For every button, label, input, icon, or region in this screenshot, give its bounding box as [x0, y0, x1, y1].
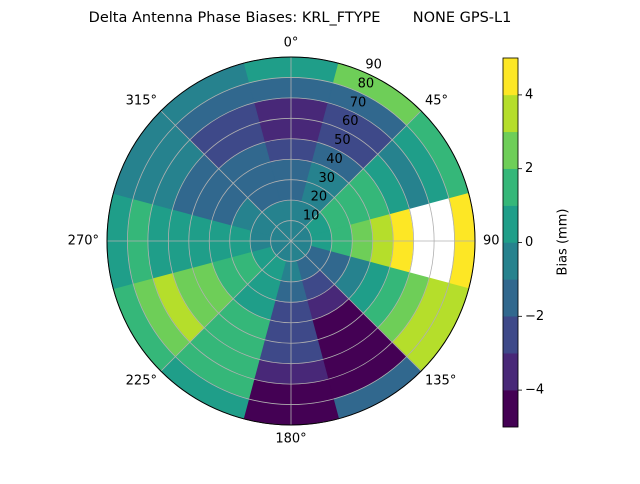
- colorbar-tick-label: −2: [525, 309, 544, 324]
- colorbar-bin: [502, 352, 519, 391]
- chart-title: Delta Antenna Phase Biases: KRL_FTYPE NO…: [89, 10, 512, 26]
- theta-tick-label: 315°: [126, 93, 157, 108]
- colorbar-label: Bias (mm): [556, 209, 571, 276]
- colorbar-bin: [502, 168, 519, 206]
- theta-tick-label: 45°: [425, 93, 448, 108]
- r-tick-label: 30: [318, 171, 335, 186]
- colorbar-tick-label: 0: [525, 235, 533, 250]
- r-tick-label: 70: [350, 95, 367, 110]
- theta-tick-label: 90: [483, 234, 500, 249]
- r-tick-label: 90: [365, 58, 382, 73]
- theta-tick-label: 0°: [284, 36, 299, 51]
- colorbar-bin: [502, 131, 519, 169]
- colorbar-bin: [502, 242, 519, 280]
- theta-grid-line: [290, 110, 422, 242]
- colorbar: −4 −2 0 2 4: [502, 57, 544, 428]
- colorbar-bin: [502, 57, 519, 96]
- theta-tick-label: 180°: [275, 432, 306, 447]
- colorbar-bin: [502, 316, 519, 354]
- axis-labels: 10 20 30 40 50 60 70 80 90 0° 45° 90 135° 180° 225° 270…: [68, 36, 500, 447]
- r-tick-label: 40: [326, 152, 343, 167]
- theta-tick-label: 270°: [68, 234, 99, 249]
- plot-frame: [106, 56, 476, 426]
- colorbar-bin: [502, 205, 519, 243]
- theta-tick-label: 225°: [126, 374, 157, 389]
- theta-grid-line: [290, 240, 422, 372]
- colorbar-bin: [502, 94, 519, 133]
- r-tick-label: 60: [342, 114, 359, 129]
- colorbar-bin: [502, 389, 519, 428]
- r-tick-label: 10: [303, 209, 320, 224]
- colorbar-tick-label: 2: [525, 161, 533, 176]
- theta-grid-line: [160, 240, 292, 372]
- r-tick-label: 50: [334, 133, 351, 148]
- r-tick-label: 80: [358, 76, 375, 91]
- grid: [106, 56, 476, 426]
- colorbar-tick-label: −4: [525, 383, 544, 398]
- colorbar-bin: [502, 279, 519, 317]
- theta-grid-line: [160, 110, 292, 242]
- r-tick-label: 20: [311, 190, 328, 205]
- colorbar-tick-label: 4: [525, 87, 533, 102]
- theta-tick-label: 135°: [425, 374, 456, 389]
